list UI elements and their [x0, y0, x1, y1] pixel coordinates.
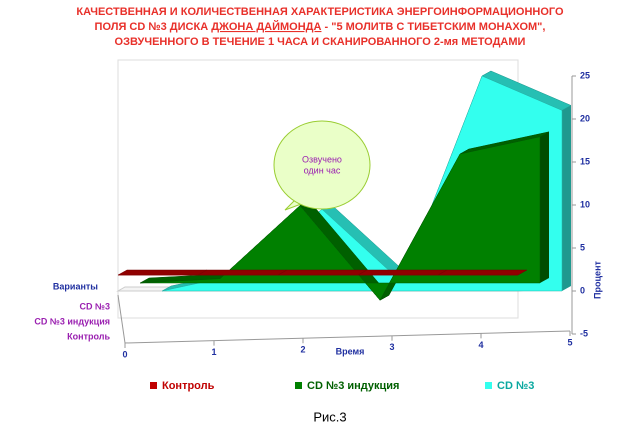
- y-axis-title: Процент: [592, 260, 602, 298]
- legend-label: CD №3 индукция: [307, 380, 399, 392]
- legend-swatch: [485, 382, 492, 389]
- legend-swatch: [150, 382, 157, 389]
- x-tick-label: 3: [389, 342, 394, 352]
- x-tick-label: 1: [211, 347, 216, 357]
- y-tick-label: 15: [580, 156, 590, 166]
- back-wall: [117, 59, 519, 319]
- title-line: ОЗВУЧЕННОГО В ТЕЧЕНИЕ 1 ЧАСА И СКАНИРОВА…: [115, 36, 526, 48]
- depth-axis: [117, 294, 126, 344]
- y-tick-label: 10: [580, 199, 590, 209]
- x-tick-label: 2: [300, 345, 305, 355]
- area-top: [277, 269, 368, 276]
- x-tick-label: 4: [478, 340, 483, 350]
- title-line: КАЧЕСТВЕННАЯ И КОЛИЧЕСТВЕННАЯ ХАРАКТЕРИС…: [76, 6, 564, 18]
- y-tick-label: 5: [580, 242, 585, 252]
- y-tick-label: 25: [580, 70, 590, 80]
- title-part: - "5 МОЛИТВ С ТИБЕТСКИМ МОНАХОМ",: [321, 21, 545, 33]
- area-top: [197, 269, 288, 276]
- x-axis-title: Время: [336, 346, 365, 356]
- title-part: ОЗВУЧЕННОГО В ТЕЧЕНИЕ 1 ЧАСА И СКАНИРОВА…: [115, 36, 526, 48]
- callout-text: один час: [304, 165, 341, 175]
- legend-label: CD №3: [497, 380, 534, 392]
- y-tick-label: -5: [580, 328, 588, 338]
- x-tick-label: 0: [122, 349, 127, 359]
- y-tick-label: 20: [580, 113, 590, 123]
- callout-text: Озвучено: [302, 154, 342, 164]
- title-part: ПОЛЯ CD №3 ДИСКА: [95, 21, 212, 33]
- title-line: ПОЛЯ CD №3 ДИСКА ДЖОНА ДАЙМОНДА - "5 МОЛ…: [95, 20, 546, 33]
- x-tick-label: 5: [567, 337, 572, 347]
- area-side: [540, 131, 549, 283]
- legend-label: Контроль: [162, 380, 215, 392]
- area-top: [357, 269, 448, 276]
- depth-label: CD №3: [79, 301, 110, 311]
- caption: Рис.3: [313, 409, 346, 424]
- area-top: [117, 269, 208, 276]
- callout: [273, 120, 371, 210]
- title-part: ДЖОНА ДАЙМОНДА: [211, 20, 321, 33]
- depth-label: CD №3 индукция: [34, 316, 110, 326]
- x-axis: [124, 330, 571, 344]
- area-top: [437, 269, 528, 276]
- plot: -5 0 5 10 15 20 25 Процент 0 1 2 3 4 5 Время Варианты CD…: [34, 59, 602, 392]
- legend-swatch: [295, 382, 302, 389]
- area: [139, 136, 541, 301]
- z-axis-title: Варианты: [53, 281, 98, 291]
- area-side: [562, 105, 571, 292]
- title-part: КАЧЕСТВЕННАЯ И КОЛИЧЕСТВЕННАЯ ХАРАКТЕРИС…: [76, 6, 564, 18]
- depth-label: Контроль: [67, 331, 110, 341]
- y-tick-label: 0: [580, 285, 585, 295]
